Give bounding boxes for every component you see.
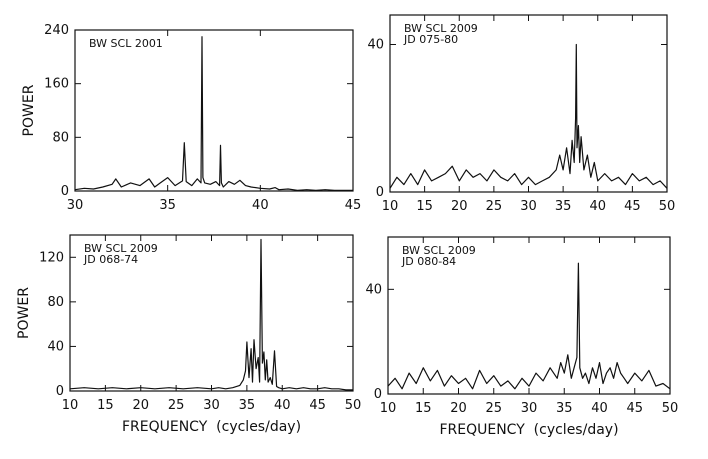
x-tick-label: 20 bbox=[451, 199, 468, 214]
y-axis-label: POWER bbox=[21, 84, 37, 136]
x-tick-label: 10 bbox=[382, 199, 399, 214]
x-tick-label: 40 bbox=[274, 398, 291, 413]
y-axis-label: POWER bbox=[16, 287, 32, 339]
x-tick-label: 25 bbox=[485, 401, 502, 416]
x-tick-label: 35 bbox=[239, 398, 256, 413]
y-tick-label: 0 bbox=[56, 384, 64, 399]
panel-label: BW SCL 2001 bbox=[89, 37, 163, 50]
y-tick-label: 40 bbox=[367, 38, 384, 53]
y-tick-label: 40 bbox=[365, 282, 382, 297]
panel-bw-scl-2001: 30 35 40 45 0 80 160 240 BW SCL 2001 POWER bbox=[21, 23, 361, 213]
y-tick-label: 80 bbox=[47, 295, 64, 310]
y-tick-label: 120 bbox=[39, 250, 64, 265]
x-tick-label: 35 bbox=[555, 199, 572, 214]
panel-jd-068-74: 10 15 20 25 30 35 40 45 50 0 40 80 120 BW SCL 2009JD … bbox=[16, 234, 362, 435]
x-tick-label: 20 bbox=[450, 401, 467, 416]
x-tick-label: 40 bbox=[591, 401, 608, 416]
x-tick-label: 40 bbox=[589, 199, 606, 214]
y-tick-label: 0 bbox=[376, 185, 384, 200]
x-axis-label: FREQUENCY (cycles/day) bbox=[122, 419, 301, 435]
x-tick-label: 50 bbox=[662, 401, 679, 416]
power-spectrum-line bbox=[74, 36, 353, 191]
panel-label: JD 075-80 bbox=[403, 33, 458, 46]
x-tick-label: 50 bbox=[345, 398, 362, 413]
panel-label: BW SCL 2009 bbox=[84, 242, 158, 255]
x-tick-label: 45 bbox=[345, 198, 362, 213]
y-tick-label: 240 bbox=[44, 23, 69, 38]
power-spectrum-line bbox=[389, 43, 668, 189]
x-tick-label: 15 bbox=[416, 199, 433, 214]
power-spectrum-line bbox=[387, 262, 671, 390]
x-tick-label: 15 bbox=[415, 401, 432, 416]
x-tick-label: 45 bbox=[626, 401, 643, 416]
x-tick-label: 30 bbox=[520, 199, 537, 214]
x-tick-label: 30 bbox=[67, 198, 84, 213]
plot-frame bbox=[74, 29, 354, 192]
x-tick-label: 50 bbox=[659, 199, 676, 214]
y-tick-label: 0 bbox=[374, 387, 382, 402]
x-tick-label: 25 bbox=[168, 398, 185, 413]
x-tick-label: 30 bbox=[521, 401, 538, 416]
x-tick-label: 45 bbox=[624, 199, 641, 214]
x-tick-label: 10 bbox=[62, 398, 79, 413]
x-tick-label: 35 bbox=[159, 198, 176, 213]
x-tick-label: 35 bbox=[556, 401, 573, 416]
power-spectrum-line bbox=[69, 238, 353, 391]
panel-label: JD 080-84 bbox=[401, 255, 456, 268]
panel-label: BW SCL 2009 bbox=[402, 244, 476, 257]
x-tick-label: 15 bbox=[97, 398, 114, 413]
y-tick-label: 80 bbox=[52, 130, 69, 145]
x-tick-label: 25 bbox=[486, 199, 503, 214]
x-tick-label: 30 bbox=[203, 398, 220, 413]
x-axis-label: FREQUENCY (cycles/day) bbox=[439, 422, 618, 438]
x-tick-label: 10 bbox=[380, 401, 397, 416]
y-tick-label: 0 bbox=[61, 184, 69, 199]
panel-label: BW SCL 2009 bbox=[404, 22, 478, 35]
y-tick-label: 40 bbox=[47, 339, 64, 354]
y-tick-label: 160 bbox=[44, 77, 69, 92]
panel-label: JD 068-74 bbox=[83, 253, 138, 266]
x-tick-label: 20 bbox=[132, 398, 149, 413]
x-tick-label: 40 bbox=[252, 198, 269, 213]
x-tick-label: 45 bbox=[309, 398, 326, 413]
